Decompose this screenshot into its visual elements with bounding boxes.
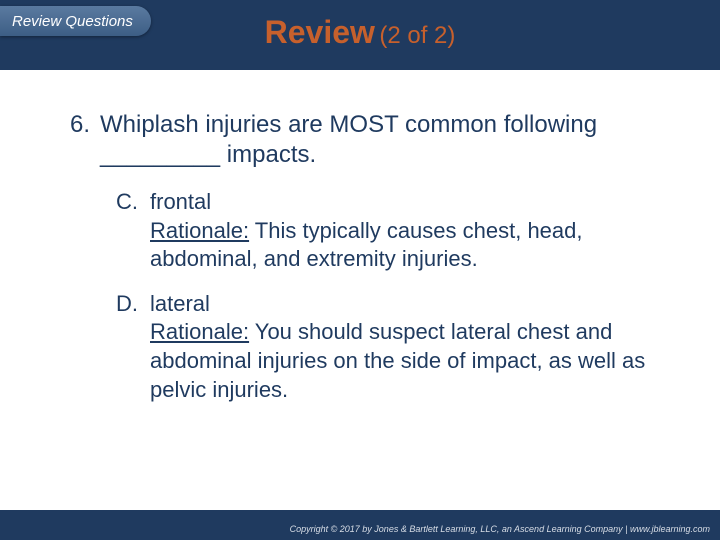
content-area: 6. Whiplash injuries are MOST common fol… xyxy=(60,110,670,420)
option-rationale: Rationale: You should suspect lateral ch… xyxy=(150,318,670,404)
title-sub: (2 of 2) xyxy=(379,22,455,49)
question-number: 6. xyxy=(60,110,100,170)
question-text: Whiplash injuries are MOST common follow… xyxy=(100,110,670,170)
option-body: frontal Rationale: This typically causes… xyxy=(150,188,670,274)
rationale-label: Rationale: xyxy=(150,218,249,243)
option-item: D. lateral Rationale: You should suspect… xyxy=(116,290,670,404)
options-list: C. frontal Rationale: This typically cau… xyxy=(116,188,670,404)
option-answer: lateral xyxy=(150,290,670,319)
option-item: C. frontal Rationale: This typically cau… xyxy=(116,188,670,274)
option-rationale: Rationale: This typically causes chest, … xyxy=(150,217,670,274)
slide-title: Review (2 of 2) xyxy=(0,14,720,51)
question-row: 6. Whiplash injuries are MOST common fol… xyxy=(60,110,670,170)
option-letter: C. xyxy=(116,188,150,274)
option-letter: D. xyxy=(116,290,150,404)
copyright-text: Copyright © 2017 by Jones & Bartlett Lea… xyxy=(290,524,710,534)
option-body: lateral Rationale: You should suspect la… xyxy=(150,290,670,404)
title-main: Review xyxy=(265,14,375,50)
rationale-label: Rationale: xyxy=(150,319,249,344)
option-answer: frontal xyxy=(150,188,670,217)
